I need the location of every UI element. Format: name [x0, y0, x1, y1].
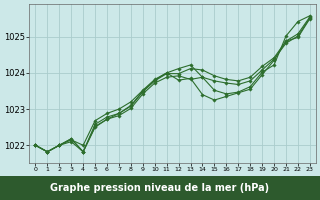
Text: Graphe pression niveau de la mer (hPa): Graphe pression niveau de la mer (hPa)	[51, 183, 269, 193]
